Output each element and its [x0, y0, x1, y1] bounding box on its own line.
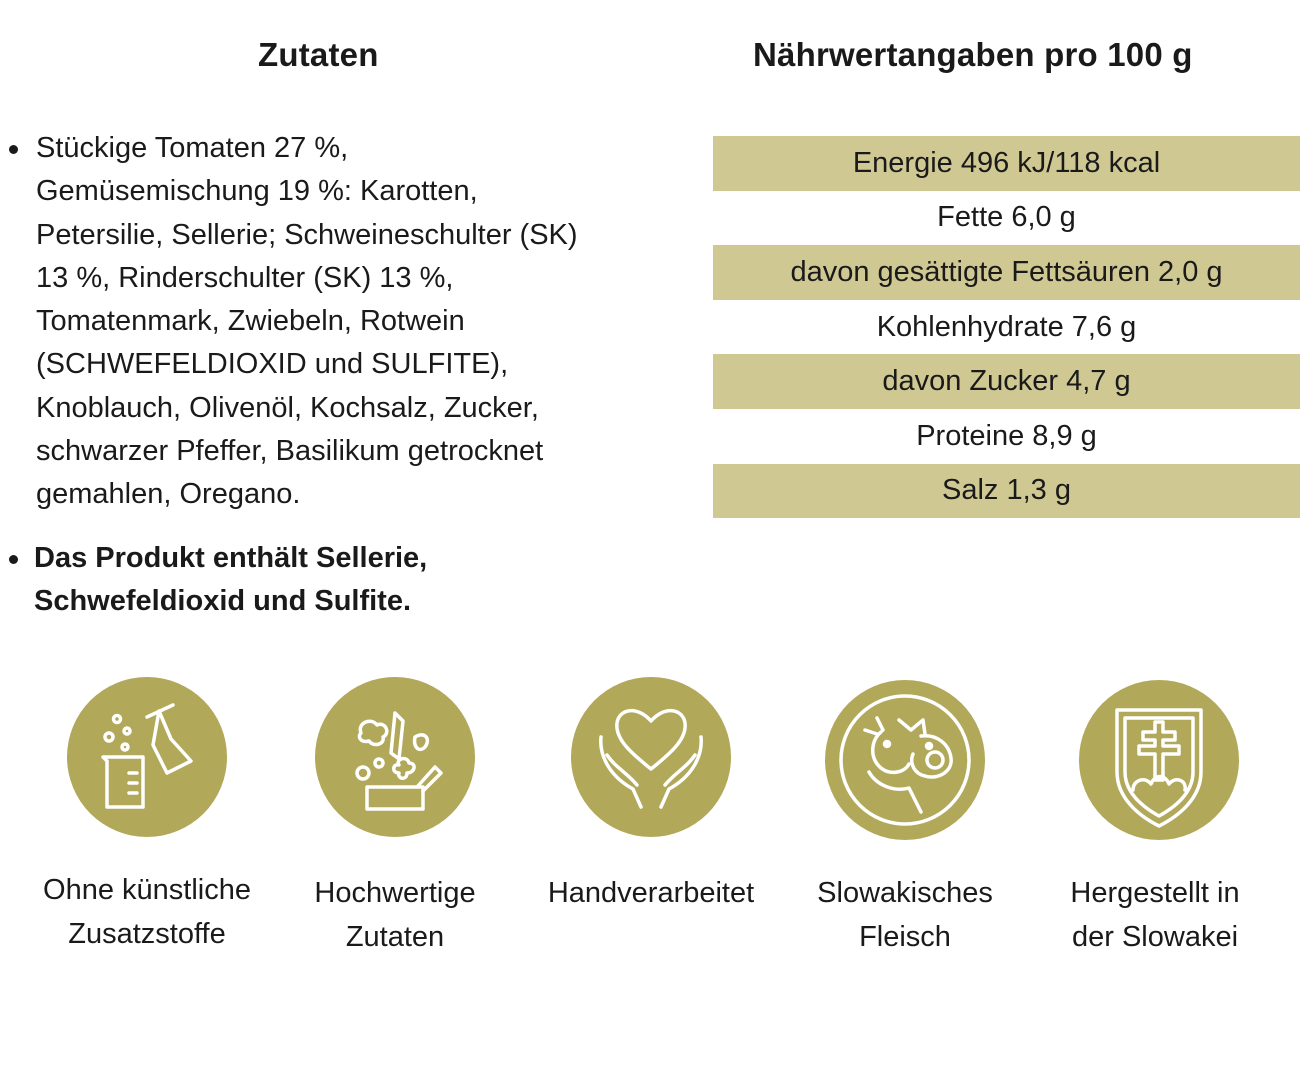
badge-label: Hochwertige Zutaten [265, 871, 525, 959]
list-bullet [9, 555, 18, 564]
badge-label: Ohne künstliche Zusatzstoffe [17, 868, 277, 956]
cow-pig-icon [825, 680, 985, 840]
badge-label-line: der Slowakei [1071, 921, 1239, 953]
ingredients-line: Knoblauch, Olivenöl, Kochsalz, Zucker, [36, 391, 539, 424]
allergen-line: Schwefeldioxid und Sulfite. [34, 585, 412, 618]
ingredients-line: schwarzer Pfeffer, Basilikum getrocknet [36, 435, 544, 468]
heart-hands-icon [571, 677, 731, 837]
ingredients-text: Stückige Tomaten 27 %, Gemüsemischung 19… [36, 127, 578, 517]
ingredients-line: gemahlen, Oregano. [36, 478, 301, 511]
badge-label-line: Fleisch [859, 921, 951, 953]
ingredients-line: 13 %, Rinderschulter (SK) 13 %, [36, 261, 454, 294]
ingredients-heading: Zutaten [258, 36, 379, 73]
ingredients-line: Gemüsemischung 19 %: Karotten, [36, 175, 478, 208]
ingredients-line: Petersilie, Sellerie; Schweineschulter (… [36, 218, 578, 251]
list-bullet [9, 145, 18, 154]
badge-label: Hergestellt in der Slowakei [1025, 871, 1285, 959]
badge-label-line: Zusatzstoffe [68, 918, 226, 950]
nutrition-row: davon gesättigte Fettsäuren 2,0 g [713, 245, 1300, 300]
badge-label: Handverarbeitet [521, 871, 781, 915]
ingredients-line: (SCHWEFELDIOXID und SULFITE), [36, 348, 509, 381]
badge-label-line: Hochwertige [314, 877, 476, 909]
badge-label-line: Ohne künstliche [43, 874, 251, 906]
badge-label-line: Slowakisches [817, 877, 993, 909]
nutrition-heading: Nährwertangaben pro 100 g [753, 36, 1193, 73]
ingredients-line: Stückige Tomaten 27 %, [36, 132, 349, 164]
allergen-line: Das Produkt enthält Sellerie, [34, 542, 428, 574]
badge-label-line: Handverarbeitet [547, 877, 755, 909]
badge-label: Slowakisches Fleisch [775, 871, 1035, 959]
nutrition-row: Fette 6,0 g [937, 201, 1076, 234]
ingredients-line: Tomatenmark, Zwiebeln, Rotwein [36, 305, 465, 338]
nutrition-row: Salz 1,3 g [713, 463, 1300, 519]
nutrition-row: davon Zucker 4,7 g [713, 354, 1300, 409]
slovak-coat-of-arms-icon [1079, 680, 1239, 840]
vegetables-basket-icon [315, 677, 475, 837]
badge-label-line: Hergestellt in [1070, 877, 1240, 909]
badge-label-line: Zutaten [345, 921, 445, 953]
lab-flask-icon [67, 677, 227, 837]
nutrition-row: Kohlenhydrate 7,6 g [876, 310, 1137, 343]
nutrition-row: Proteine 8,9 g [916, 419, 1097, 452]
nutrition-table: Energie 496 kJ/118 kcal Fette 6,0 g davo… [713, 136, 1300, 519]
nutrition-row: Energie 496 kJ/118 kcal [713, 136, 1300, 191]
allergen-note: Das Produkt enthält Sellerie, Schwefeldi… [34, 537, 427, 624]
